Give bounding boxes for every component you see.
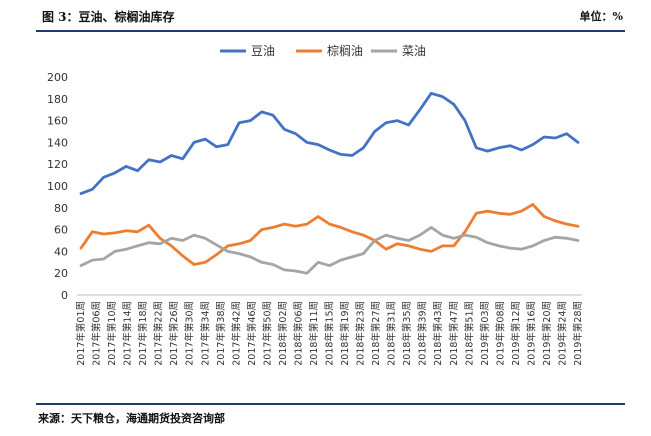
figure-title: 图 3：豆油、棕榈油库存 bbox=[42, 10, 175, 24]
x-tick-label: 2017年第42周 bbox=[230, 301, 242, 366]
y-tick-label: 200 bbox=[47, 71, 68, 84]
legend-label: 菜油 bbox=[402, 44, 426, 58]
x-tick-label: 2018年第19周 bbox=[339, 301, 351, 366]
report-header: 图 3：豆油、棕榈油库存 单位：% bbox=[6, 0, 645, 30]
x-tick-label: 2017年第26周 bbox=[168, 301, 180, 366]
x-tick-label: 2017年第46周 bbox=[246, 301, 258, 366]
x-tick-label: 2019年第20周 bbox=[541, 301, 553, 366]
x-tick-label: 2018年第31周 bbox=[386, 301, 398, 366]
x-tick-label: 2018年第47周 bbox=[448, 301, 460, 366]
source-note: 来源：天下粮仓，海通期货投资咨询部 bbox=[38, 412, 225, 425]
y-tick-label: 180 bbox=[47, 93, 68, 106]
y-tick-label: 0 bbox=[61, 289, 68, 302]
y-tick-label: 60 bbox=[54, 224, 68, 237]
x-tick-label: 2017年第01周 bbox=[75, 301, 87, 366]
x-tick-label: 2018年第51周 bbox=[463, 301, 475, 366]
x-tick-label: 2019年第28周 bbox=[572, 301, 584, 366]
x-tick-label: 2017年第06周 bbox=[91, 301, 103, 366]
x-tick-label: 2019年第03周 bbox=[479, 301, 491, 366]
x-tick-label: 2017年第10周 bbox=[106, 301, 118, 366]
y-tick-label: 40 bbox=[54, 245, 68, 258]
x-tick-label: 2018年第02周 bbox=[277, 301, 289, 366]
x-tick-label: 2018年第23周 bbox=[355, 301, 367, 366]
x-tick-label: 2017年第50周 bbox=[261, 301, 273, 366]
x-tick-label: 2017年第30周 bbox=[184, 301, 196, 366]
x-tick-label: 2019年第12周 bbox=[510, 301, 522, 366]
series-line bbox=[79, 203, 580, 266]
x-tick-label: 2018年第15周 bbox=[324, 301, 336, 366]
x-tick-label: 2017年第14周 bbox=[122, 301, 134, 366]
series-line bbox=[79, 91, 580, 196]
y-tick-label: 160 bbox=[47, 115, 68, 128]
x-tick-label: 2019年第24周 bbox=[556, 301, 568, 366]
x-tick-label: 2019年第08周 bbox=[494, 301, 506, 366]
legend-label: 豆油 bbox=[251, 44, 275, 58]
series-line bbox=[79, 225, 580, 275]
x-tick-label: 2017年第18周 bbox=[137, 301, 149, 366]
unit-label: 单位：% bbox=[579, 10, 623, 23]
x-tick-label: 2017年第22周 bbox=[153, 301, 165, 366]
y-tick-label: 140 bbox=[47, 136, 68, 149]
x-tick-label: 2017年第38周 bbox=[215, 301, 227, 366]
x-tick-label: 2018年第06周 bbox=[292, 301, 304, 366]
x-tick-label: 2019年第16周 bbox=[525, 301, 537, 366]
y-tick-label: 100 bbox=[47, 180, 68, 193]
x-tick-label: 2017年第34周 bbox=[199, 301, 211, 366]
x-tick-label: 2018年第35周 bbox=[401, 301, 413, 366]
x-tick-label: 2018年第43周 bbox=[432, 301, 444, 366]
y-tick-label: 80 bbox=[54, 202, 68, 215]
y-tick-label: 20 bbox=[54, 267, 68, 280]
footer-rule bbox=[36, 403, 625, 405]
x-tick-label: 2018年第27周 bbox=[370, 301, 382, 366]
x-tick-label: 2018年第11周 bbox=[308, 301, 320, 366]
y-tick-label: 120 bbox=[47, 158, 68, 171]
header-rule bbox=[36, 30, 625, 32]
x-tick-label: 2018年第39周 bbox=[417, 301, 429, 366]
legend-label: 棕榈油 bbox=[327, 43, 363, 58]
